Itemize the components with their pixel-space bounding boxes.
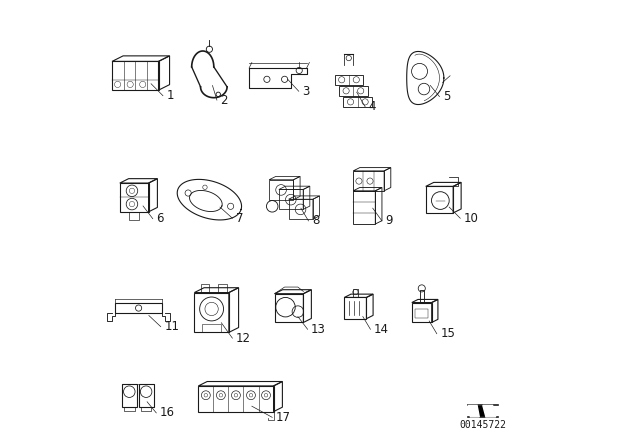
Polygon shape xyxy=(470,405,495,417)
Text: 2: 2 xyxy=(220,94,228,107)
Text: 1: 1 xyxy=(166,89,174,102)
Text: 7: 7 xyxy=(236,212,243,225)
Text: 17: 17 xyxy=(276,411,291,424)
Text: 13: 13 xyxy=(311,323,326,336)
Text: 8: 8 xyxy=(312,215,319,228)
Text: 12: 12 xyxy=(236,332,251,345)
Text: 10: 10 xyxy=(464,212,479,225)
Text: 5: 5 xyxy=(443,90,451,103)
Text: 11: 11 xyxy=(164,320,179,333)
Text: 4: 4 xyxy=(369,100,376,113)
Text: 15: 15 xyxy=(440,327,455,340)
Text: 6: 6 xyxy=(156,212,164,225)
Polygon shape xyxy=(483,405,495,417)
Text: 16: 16 xyxy=(160,406,175,419)
Text: 00145722: 00145722 xyxy=(460,420,507,430)
Text: 14: 14 xyxy=(374,323,389,336)
Text: 9: 9 xyxy=(385,215,393,228)
Polygon shape xyxy=(468,405,479,417)
Text: 3: 3 xyxy=(302,85,310,98)
